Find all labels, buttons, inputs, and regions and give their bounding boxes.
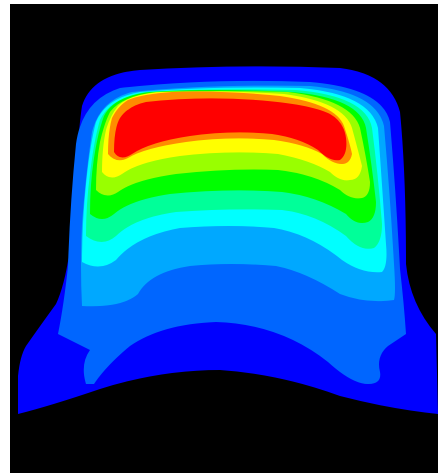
contour-band-level-10 <box>114 98 347 161</box>
contour-plot-frame <box>10 4 438 473</box>
contour-bands <box>18 66 438 415</box>
contour-plot <box>10 4 438 473</box>
